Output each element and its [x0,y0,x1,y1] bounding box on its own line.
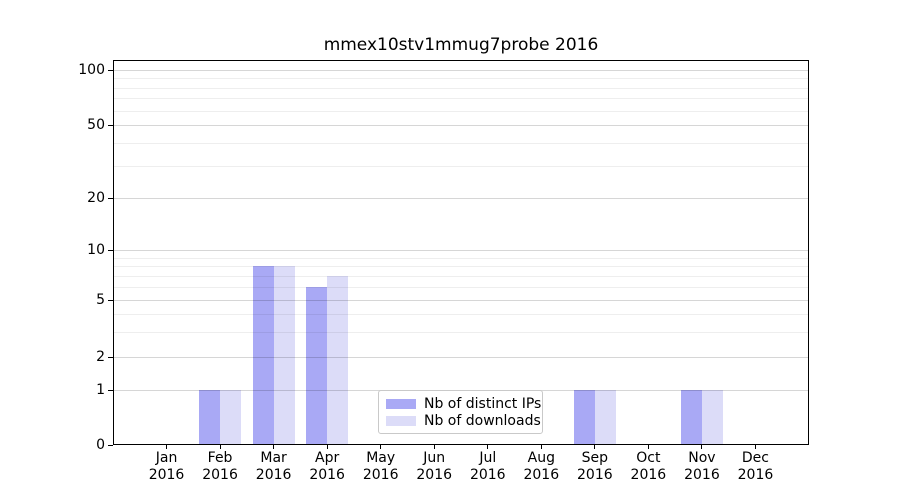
x-tick [219,445,221,449]
x-tick [540,445,542,449]
x-tick [380,445,382,449]
x-tick [594,445,596,449]
gridline-major [114,357,808,358]
x-tick-label: Aug 2016 [523,450,560,483]
gridline-major [114,250,808,251]
gridline-minor [114,78,808,80]
gridline-minor [114,331,808,333]
gridline-major [114,125,808,126]
bar-distinct-ips [199,390,221,444]
x-tick [754,445,756,449]
gridline-minor [114,87,808,89]
bar-distinct-ips [252,266,274,444]
gridline-major [114,198,808,199]
x-tick-label: Dec 2016 [737,450,774,483]
y-tick-label: 0 [96,437,105,453]
chart-title: mmex10stv1mmug7probe 2016 [323,35,599,55]
gridline-minor [114,110,808,112]
y-tick [108,300,113,301]
x-tick [166,445,168,449]
plot-area [113,60,809,445]
y-tick-label: 2 [96,349,105,365]
x-tick [487,445,489,449]
y-tick [108,445,113,446]
gridline-minor [114,313,808,315]
y-tick-label: 5 [96,292,105,308]
bar-downloads [327,275,349,444]
grid-layer [114,61,808,444]
y-tick [108,250,113,251]
y-tick [108,198,113,199]
gridline-minor [114,257,808,259]
legend-swatch-downloads [386,415,416,426]
x-tick-label: Nov 2016 [684,450,720,483]
y-tick [108,357,113,358]
x-tick-label: Jan 2016 [148,450,185,483]
gridline-minor [114,266,808,268]
gridline-minor [114,142,808,144]
x-tick [273,445,275,449]
bar-distinct-ips [306,286,328,444]
legend-label-downloads: Nb of downloads [424,412,541,429]
gridline-minor [114,275,808,277]
x-tick [433,445,435,449]
x-tick-label: Jul 2016 [469,450,506,483]
gridline-major [114,300,808,301]
y-tick [108,125,113,126]
x-tick-label: May 2016 [362,450,399,483]
x-tick [647,445,649,449]
x-tick [326,445,328,449]
y-tick-label: 50 [87,117,105,133]
bars-layer [114,61,808,444]
bar-downloads [594,390,616,444]
legend-swatch-distinct-ips [386,398,416,409]
x-tick-label: Sep 2016 [577,450,613,483]
x-tick-label: Apr 2016 [309,450,345,483]
y-tick [108,70,113,71]
legend-item-downloads: Nb of downloads [386,412,542,429]
gridline-minor [114,165,808,167]
x-tick-label: Oct 2016 [630,450,667,483]
legend: Nb of distinct IPs Nb of downloads [378,390,543,434]
bar-downloads [220,390,242,444]
x-tick [701,445,703,449]
legend-item-distinct-ips: Nb of distinct IPs [386,395,542,412]
gridline-minor [114,286,808,288]
x-tick-label: Feb 2016 [202,450,238,483]
gridline-major [114,70,808,71]
bar-downloads [701,390,723,444]
gridline-minor [114,98,808,100]
bar-distinct-ips [573,390,595,444]
bar-distinct-ips [680,390,702,444]
y-tick-label: 1 [96,382,105,398]
y-tick [108,390,113,391]
y-tick-label: 10 [87,242,105,258]
bar-downloads [273,266,295,444]
y-tick-label: 20 [87,190,105,206]
x-tick-label: Mar 2016 [255,450,292,483]
y-tick-label: 100 [78,62,105,78]
x-tick-label: Jun 2016 [416,450,453,483]
legend-label-distinct-ips: Nb of distinct IPs [424,395,542,412]
